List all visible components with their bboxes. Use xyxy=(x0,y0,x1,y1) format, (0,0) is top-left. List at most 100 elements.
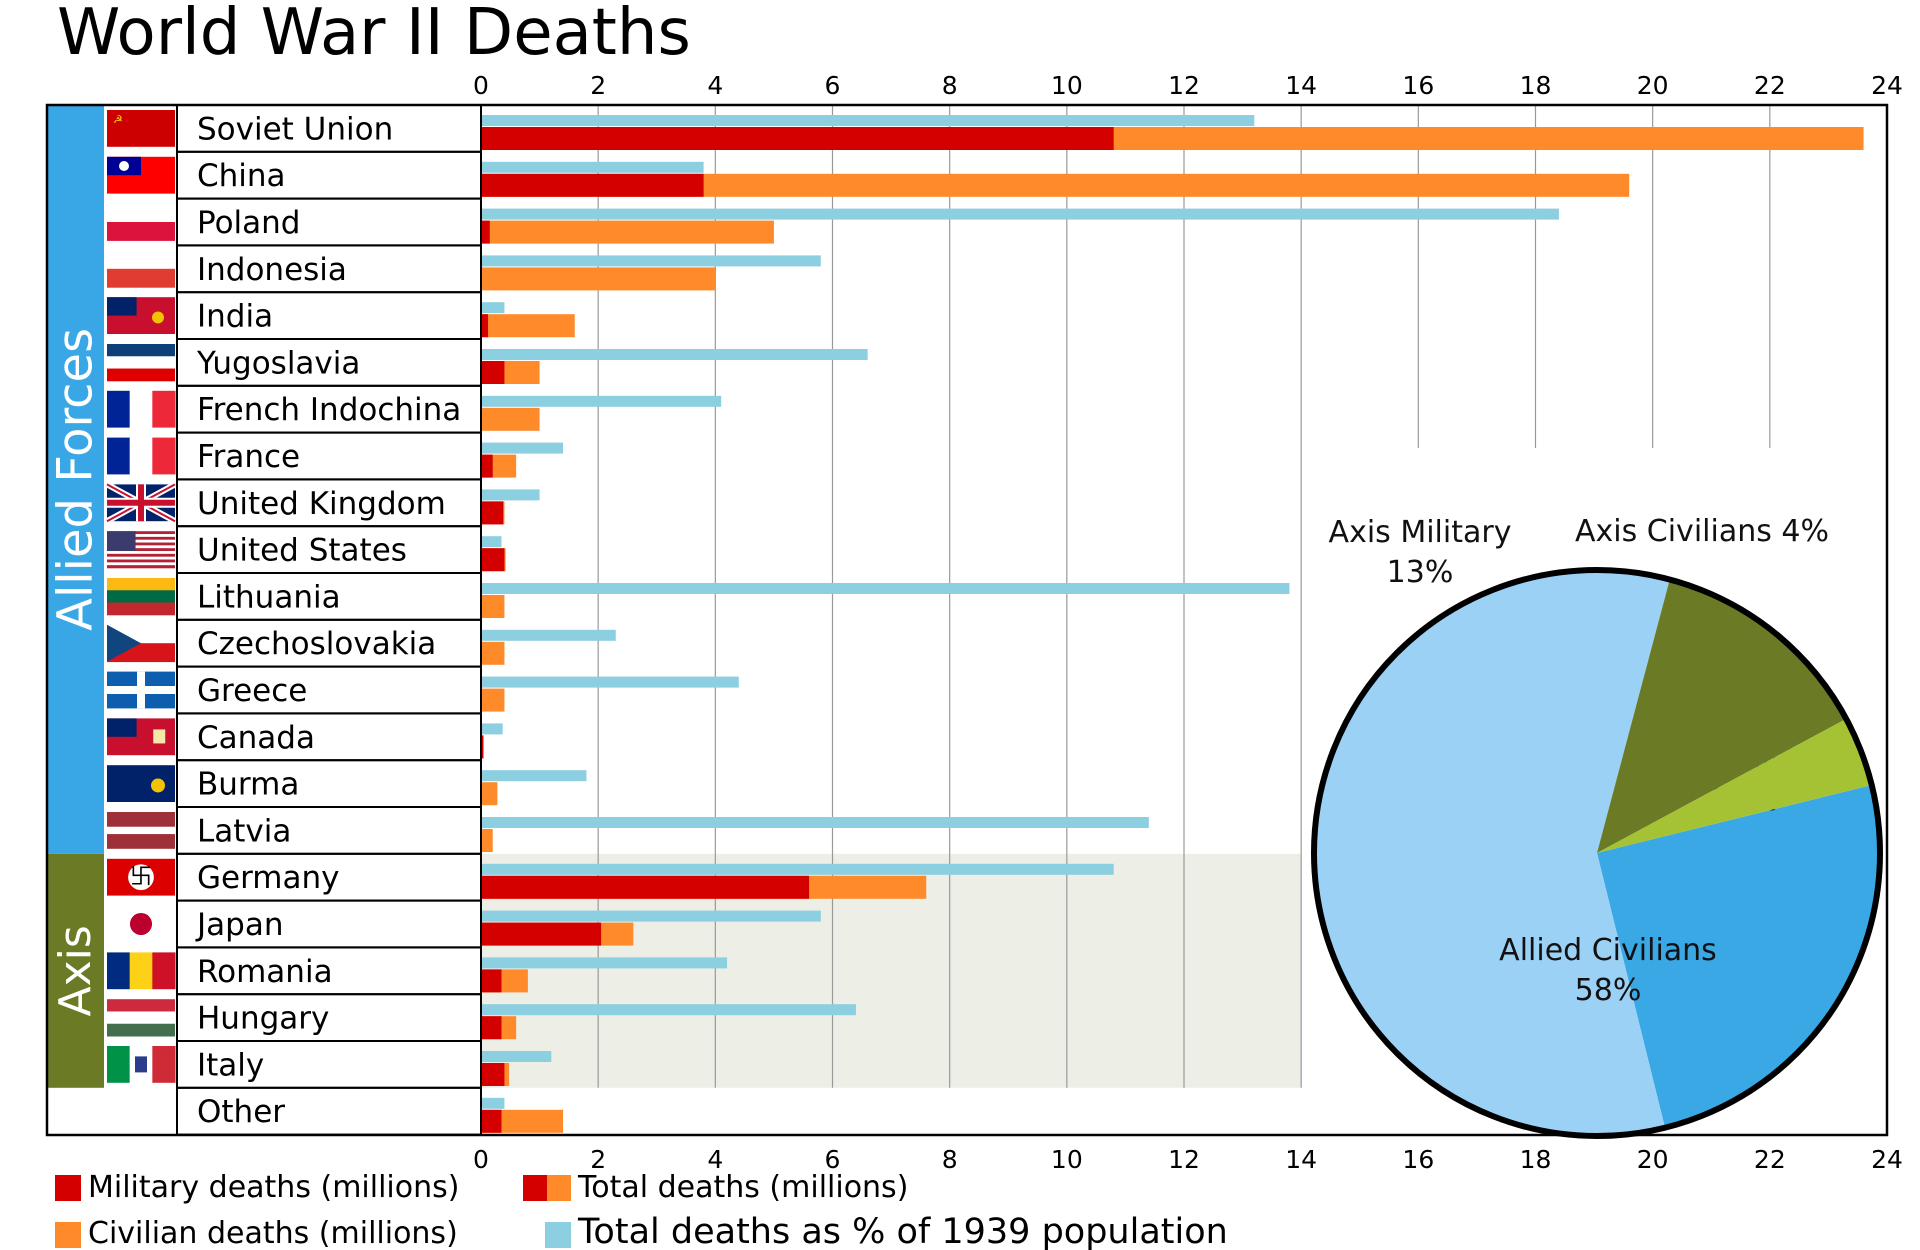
percent-bar xyxy=(481,208,1559,220)
military-bar xyxy=(481,173,704,197)
country-label: Hungary xyxy=(197,1001,329,1037)
bar-row xyxy=(481,302,575,338)
legend-percent-label: Total deaths as % of 1939 population xyxy=(577,1212,1228,1250)
country-label: Poland xyxy=(197,205,301,241)
flag-stripe xyxy=(107,368,175,382)
x-tick-label-bottom: 16 xyxy=(1402,1145,1434,1174)
bar-row xyxy=(481,770,587,806)
flag-emblem: 卐 xyxy=(130,865,152,890)
legend-civilian-swatch xyxy=(55,1222,81,1248)
bar-row xyxy=(481,910,821,946)
civilian-bar xyxy=(481,267,716,291)
civilian-bar xyxy=(481,641,505,665)
x-tick-label-bottom: 22 xyxy=(1754,1145,1786,1174)
country-label: Romania xyxy=(197,954,333,990)
civilian-bar xyxy=(481,407,540,431)
pie-slice xyxy=(1597,718,1872,853)
legend-civilian-label: Civilian deaths (millions) xyxy=(88,1216,458,1250)
percent-bar xyxy=(481,349,868,360)
x-tick-label-top: 20 xyxy=(1637,71,1669,100)
x-tick-label-top: 16 xyxy=(1402,71,1434,100)
country-label: Germany xyxy=(197,860,339,896)
x-tick-label-bottom: 4 xyxy=(707,1145,723,1174)
flag-stripe xyxy=(107,542,175,546)
bar-row xyxy=(481,817,1149,852)
pie-label: Allied Civilians xyxy=(1499,933,1717,968)
flag-stripe xyxy=(107,545,175,549)
x-tick-label-top: 14 xyxy=(1285,71,1317,100)
bar-row xyxy=(481,1051,552,1086)
bar-row xyxy=(481,115,1864,150)
military-bar xyxy=(481,220,490,244)
flag-stripe xyxy=(107,999,175,1012)
flag-stripe xyxy=(107,356,175,370)
civilian-bar xyxy=(481,314,575,338)
military-bar xyxy=(481,1016,502,1040)
flag-badge xyxy=(152,311,164,324)
percent-bar xyxy=(481,1004,856,1016)
x-tick-label-top: 6 xyxy=(825,71,841,100)
flag-field xyxy=(107,765,175,802)
percent-bar xyxy=(481,255,821,267)
romania-flag xyxy=(107,952,176,990)
bar-row xyxy=(481,255,821,291)
percent-bar xyxy=(481,1051,552,1062)
flag-canton xyxy=(107,297,137,316)
bar-row xyxy=(481,957,728,993)
military-bar xyxy=(481,922,602,946)
flag-stripe xyxy=(107,536,175,540)
military-bar xyxy=(481,501,504,525)
pie-label: 13% xyxy=(1387,555,1454,590)
bar-row xyxy=(481,676,739,712)
bar-row xyxy=(481,208,1559,244)
civilian-bar xyxy=(481,782,498,806)
flag-stripe xyxy=(107,1011,175,1025)
france-flag xyxy=(107,437,176,475)
x-tick-label-top: 0 xyxy=(473,71,489,100)
x-tick-label-top: 12 xyxy=(1168,71,1200,100)
legend-military-label: Military deaths (millions) xyxy=(88,1170,459,1205)
flag-stripe xyxy=(107,1023,175,1037)
country-label: Italy xyxy=(197,1047,264,1083)
flag-triangle xyxy=(107,624,141,662)
country-label: Soviet Union xyxy=(197,111,393,147)
flag-shield xyxy=(153,729,166,744)
country-label: United States xyxy=(197,533,407,569)
country-label: French Indochina xyxy=(197,392,461,428)
bar-row xyxy=(481,349,868,384)
percent-bar xyxy=(481,302,505,314)
percent-bar xyxy=(481,1097,505,1109)
flag-field xyxy=(107,110,175,147)
pie-slice xyxy=(1597,785,1880,1128)
percent-bar xyxy=(481,583,1290,594)
united-states-flag xyxy=(107,531,175,569)
japan-flag xyxy=(107,905,175,943)
pie-label: 58% xyxy=(1575,973,1642,1008)
flag-stripe xyxy=(152,390,176,428)
french-indochina-flag xyxy=(107,390,176,428)
flag-stripe xyxy=(107,562,175,566)
flag-stripe xyxy=(107,268,175,288)
flag-stripe xyxy=(107,437,131,475)
percent-bar xyxy=(481,395,722,407)
flag-stripe xyxy=(107,222,175,241)
x-tick-label-top: 10 xyxy=(1051,71,1083,100)
military-bar xyxy=(481,548,505,572)
legend-percent-swatch xyxy=(545,1222,571,1248)
flag-stripe xyxy=(107,390,131,428)
country-label: Canada xyxy=(197,720,315,756)
germany-flag: 卐 xyxy=(107,858,175,896)
bar-row xyxy=(481,395,722,431)
military-bar xyxy=(481,1109,502,1133)
military-bar xyxy=(481,454,493,478)
bar-row xyxy=(481,1004,856,1040)
flag-sun xyxy=(129,912,153,936)
percent-bar xyxy=(481,676,739,688)
percent-bar xyxy=(481,957,728,969)
country-label: Latvia xyxy=(197,813,291,849)
legend-military-swatch xyxy=(55,1175,81,1201)
percent-bar xyxy=(481,817,1149,828)
bar-row xyxy=(481,536,506,572)
percent-bar xyxy=(481,863,1114,875)
military-bar xyxy=(481,969,502,993)
